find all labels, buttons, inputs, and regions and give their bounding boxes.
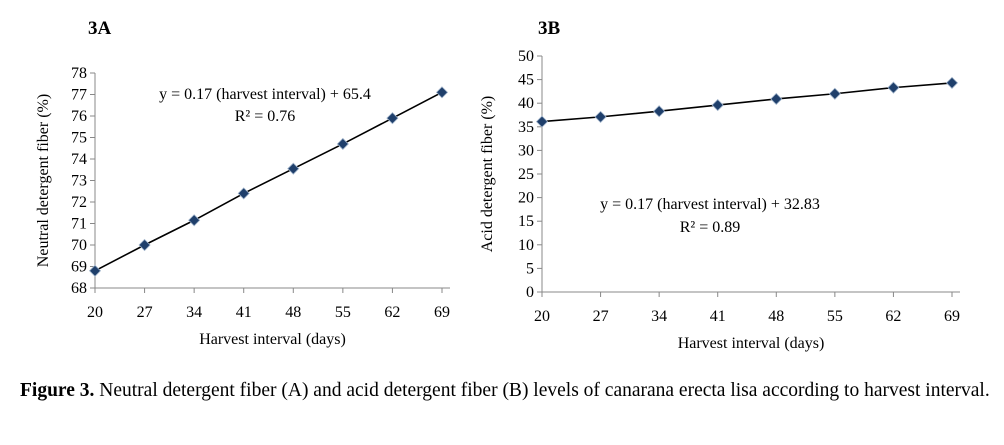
x-tick-label: 41 xyxy=(710,308,726,325)
x-tick-label: 62 xyxy=(885,308,901,325)
y-tick-label: 74 xyxy=(71,151,87,168)
y-tick-label: 72 xyxy=(71,194,87,211)
data-point xyxy=(594,110,607,123)
caption-label: Figure 3. xyxy=(20,380,95,401)
y-tick-label: 45 xyxy=(518,72,534,89)
chart-3a: 3A 68 69 70 71 72 73 74 75 76 77 78 20 27 34 41 48 55 62 69… xyxy=(35,18,450,348)
figure-caption: Figure 3. Neutral detergent fiber (A) an… xyxy=(20,378,990,403)
caption-text: Neutral detergent fiber (A) and acid det… xyxy=(94,380,990,401)
x-tick-label: 55 xyxy=(335,304,351,321)
r-squared-label: R² = 0.76 xyxy=(235,108,296,125)
r-squared-label: R² = 0.89 xyxy=(680,219,741,236)
x-tick-label: 20 xyxy=(87,304,103,321)
y-tick-label: 50 xyxy=(518,48,534,65)
panel-label: 3A xyxy=(88,18,112,39)
y-tick-label: 77 xyxy=(71,87,87,104)
chart-3b: 3B 0 5 10 15 20 25 30 35 40 45 50 20 27 34 41 48 55 62 69 Ha… xyxy=(479,18,960,352)
data-point xyxy=(828,87,841,100)
y-tick-label: 30 xyxy=(518,142,534,159)
y-tick-label: 15 xyxy=(518,213,534,230)
y-tick-label: 75 xyxy=(71,130,87,147)
x-tick-label: 34 xyxy=(651,308,667,325)
x-tick-label: 62 xyxy=(384,304,400,321)
x-tick-label: 27 xyxy=(593,308,609,325)
y-tick-label: 70 xyxy=(71,237,87,254)
y-tick-label: 35 xyxy=(518,119,534,136)
trendline-equation: y = 0.17 (harvest interval) + 32.83 xyxy=(600,196,820,213)
x-tick-label: 20 xyxy=(534,308,550,325)
y-tick-label: 78 xyxy=(71,65,87,82)
y-axis-label: Acid detergent fiber (%) xyxy=(479,96,496,253)
x-tick-label: 41 xyxy=(236,304,252,321)
data-point xyxy=(336,137,349,151)
y-tick-label: 0 xyxy=(526,284,534,301)
y-tick-label: 73 xyxy=(71,173,87,190)
trend-line xyxy=(94,91,443,272)
trend-line xyxy=(541,82,953,123)
y-tick-label: 25 xyxy=(518,166,534,183)
data-point xyxy=(711,99,724,112)
panel-label: 3B xyxy=(538,18,561,39)
x-axis-label: Harvest interval (days) xyxy=(678,335,825,352)
data-point xyxy=(770,92,783,106)
x-tick-label: 55 xyxy=(827,308,843,325)
y-tick-label: 68 xyxy=(71,280,87,297)
y-axis-label: Neutral detergent fiber (%) xyxy=(35,94,52,267)
y-tick-label: 10 xyxy=(518,237,534,254)
x-tick-label: 48 xyxy=(768,308,784,325)
data-point xyxy=(287,162,300,175)
data-point xyxy=(188,214,201,227)
data-point xyxy=(386,112,399,125)
x-tick-label: 27 xyxy=(137,304,153,321)
trendline-equation: y = 0.17 (harvest interval) + 65.4 xyxy=(159,86,371,103)
y-tick-label: 40 xyxy=(518,95,534,112)
data-point xyxy=(237,187,250,200)
x-tick-label: 69 xyxy=(434,304,450,321)
x-axis-label: Harvest interval (days) xyxy=(199,331,346,348)
x-tick-label: 34 xyxy=(186,304,202,321)
data-point xyxy=(535,115,549,128)
data-point xyxy=(88,264,102,277)
y-tick-label: 69 xyxy=(71,259,87,276)
x-tick-label: 48 xyxy=(285,304,301,321)
data-point xyxy=(435,86,449,99)
y-tick-label: 76 xyxy=(71,108,87,125)
y-tick-label: 20 xyxy=(518,190,534,207)
data-point xyxy=(945,76,959,89)
y-tick-label: 71 xyxy=(71,216,87,233)
data-point xyxy=(653,105,666,118)
data-point xyxy=(138,238,151,252)
x-tick-label: 69 xyxy=(944,308,960,325)
data-point xyxy=(887,81,900,94)
y-tick-label: 5 xyxy=(526,260,534,277)
